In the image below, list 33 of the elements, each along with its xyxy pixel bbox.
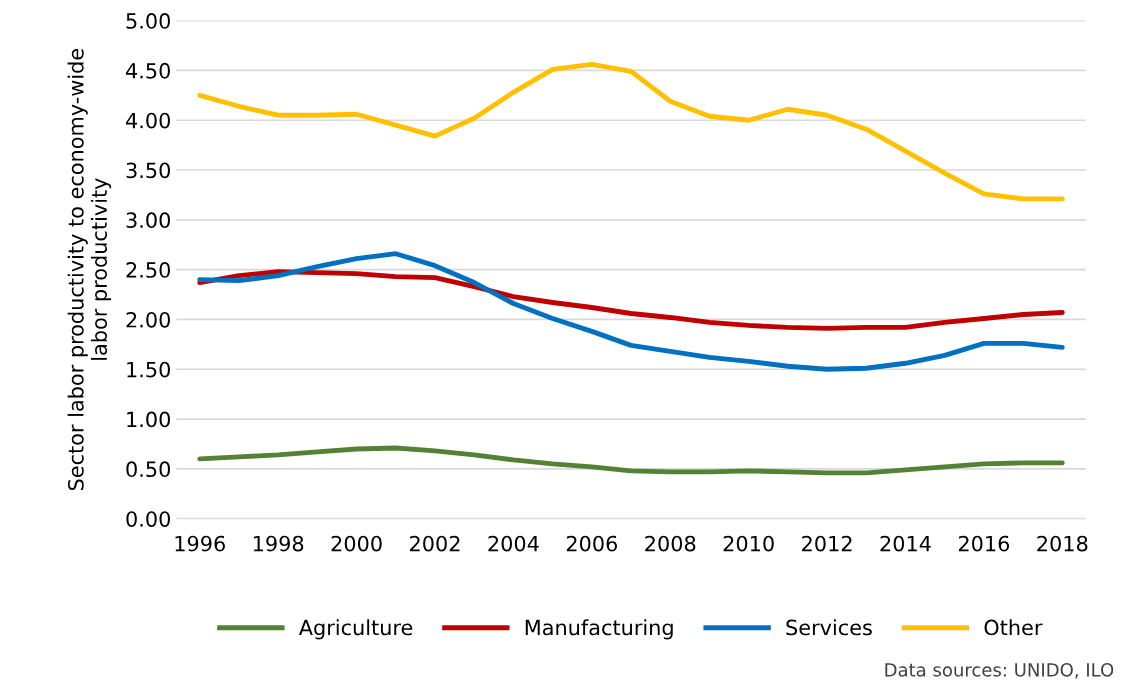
y-tick-label: 0.50 <box>126 461 170 478</box>
x-tick-label: 1996 <box>175 535 225 552</box>
y-tick-label: 1.50 <box>127 361 170 378</box>
y-tick-label: 5.00 <box>126 13 170 29</box>
y-tick-label: 4.50 <box>126 62 170 79</box>
text: Data sources: UNIDO, ILO <box>885 662 1114 679</box>
legend-label: Services <box>786 619 872 636</box>
x-tick-label: 2008 <box>645 535 696 552</box>
x-tick-label: 2018 <box>1037 535 1088 552</box>
legend-label: Agriculture <box>298 619 413 640</box>
line-series <box>197 62 1065 202</box>
y-axis-title: Sector labor productivity to economy-wide labor productivity <box>67 48 112 491</box>
x-tick-label: 2010 <box>723 535 774 552</box>
y-tick-label: 2.50 <box>126 262 170 278</box>
y-tick-label: 2.00 <box>126 311 170 328</box>
x-tick-label: 2002 <box>410 535 460 552</box>
y-tick-label: 3.50 <box>126 162 170 179</box>
x-tick-label: 2004 <box>488 535 539 552</box>
y-tick-label: 0.00 <box>126 511 170 527</box>
x-tick-label: 2012 <box>802 535 852 552</box>
line-series <box>197 269 1065 331</box>
x-tick-label: 1998 <box>253 535 304 552</box>
x-tick-label: 2000 <box>331 535 382 552</box>
x-tick-label: 2016 <box>958 535 1010 552</box>
line-series <box>197 251 1065 372</box>
legend-label: Other <box>984 619 1043 636</box>
legend-label: Manufacturing <box>525 619 673 640</box>
y-tick-label: 4.00 <box>126 112 170 129</box>
x-tick-label: 2006 <box>566 535 618 552</box>
y-tick-label: 1.00 <box>127 411 170 428</box>
y-tick-label: 3.00 <box>126 212 170 229</box>
x-tick-label: 2014 <box>880 535 931 552</box>
line-series <box>197 445 1065 476</box>
